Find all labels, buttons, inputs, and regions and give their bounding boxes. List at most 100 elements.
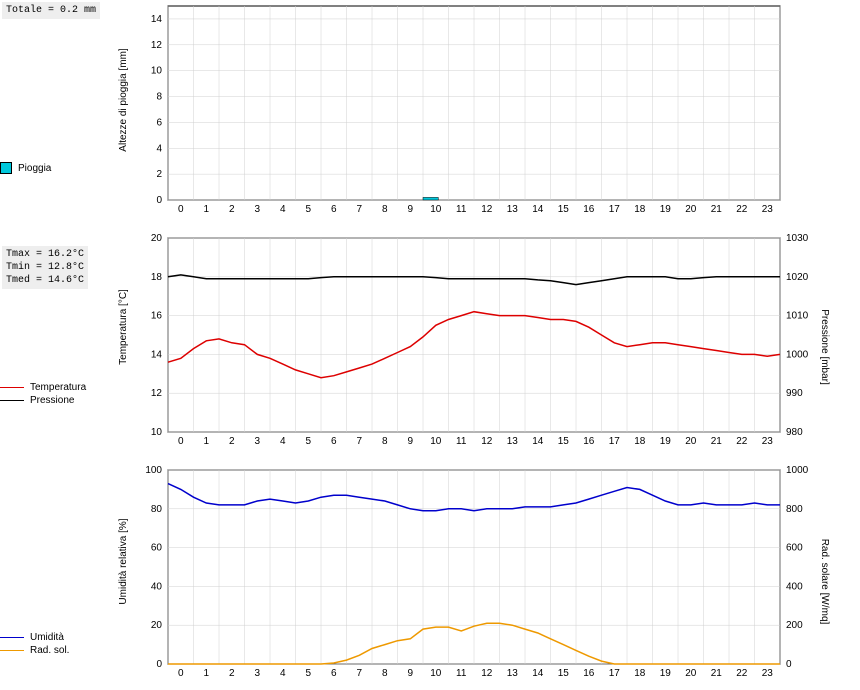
svg-text:10: 10 <box>151 66 163 77</box>
svg-text:9: 9 <box>407 668 413 679</box>
svg-text:6: 6 <box>331 668 337 679</box>
svg-text:22: 22 <box>736 436 748 447</box>
svg-text:990: 990 <box>786 388 803 399</box>
legend-row-umidita: Umidità <box>0 632 69 643</box>
svg-text:0: 0 <box>178 436 184 447</box>
svg-text:5: 5 <box>305 436 311 447</box>
svg-text:1: 1 <box>203 204 209 215</box>
chart2-legend: Temperatura Pressione <box>0 380 86 408</box>
svg-text:22: 22 <box>736 668 748 679</box>
legend-label-pioggia: Pioggia <box>18 163 51 174</box>
svg-text:1010: 1010 <box>786 311 809 322</box>
svg-text:1000: 1000 <box>786 349 809 360</box>
svg-text:0: 0 <box>178 668 184 679</box>
svg-text:17: 17 <box>609 436 621 447</box>
rain-chart: 0123456789101112131415161718192021222302… <box>128 0 828 215</box>
svg-text:14: 14 <box>151 349 163 360</box>
rain-total-info: Totale = 0.2 mm <box>2 2 100 19</box>
svg-text:6: 6 <box>331 436 337 447</box>
svg-text:12: 12 <box>151 40 163 51</box>
svg-text:4: 4 <box>156 143 162 154</box>
svg-text:5: 5 <box>305 204 311 215</box>
svg-text:10: 10 <box>430 204 442 215</box>
temp-ylabel: Temperatura [°C] <box>118 242 129 412</box>
legend-row-radsol: Rad. sol. <box>0 645 69 656</box>
svg-text:20: 20 <box>151 233 163 244</box>
svg-text:23: 23 <box>762 204 774 215</box>
svg-text:14: 14 <box>532 436 544 447</box>
legend-line-umidita <box>0 637 24 638</box>
svg-text:0: 0 <box>786 659 792 670</box>
svg-text:1030: 1030 <box>786 233 809 244</box>
svg-text:6: 6 <box>331 204 337 215</box>
svg-text:20: 20 <box>685 668 697 679</box>
svg-text:1020: 1020 <box>786 272 809 283</box>
svg-text:20: 20 <box>151 620 163 631</box>
svg-text:23: 23 <box>762 668 774 679</box>
svg-text:15: 15 <box>558 668 570 679</box>
svg-text:13: 13 <box>507 436 519 447</box>
pressure-ylabel: Pressione [mbar] <box>819 262 830 432</box>
svg-text:200: 200 <box>786 620 803 631</box>
svg-text:4: 4 <box>280 668 286 679</box>
svg-text:7: 7 <box>356 204 362 215</box>
weather-dashboard: Totale = 0.2 mm Pioggia Tmax = 16.2°C Tm… <box>0 0 860 690</box>
svg-text:18: 18 <box>634 436 646 447</box>
svg-text:18: 18 <box>151 272 163 283</box>
svg-text:16: 16 <box>151 311 163 322</box>
svg-text:8: 8 <box>382 436 388 447</box>
svg-text:19: 19 <box>660 436 672 447</box>
legend-line-pressione <box>0 400 24 401</box>
svg-text:21: 21 <box>711 436 723 447</box>
svg-text:15: 15 <box>558 204 570 215</box>
chart1-legend: Pioggia <box>0 160 51 176</box>
svg-text:1: 1 <box>203 436 209 447</box>
svg-text:8: 8 <box>382 668 388 679</box>
svg-text:13: 13 <box>507 668 519 679</box>
svg-text:3: 3 <box>254 668 260 679</box>
svg-text:1000: 1000 <box>786 465 809 476</box>
temp-stats-info: Tmax = 16.2°C Tmin = 12.8°C Tmed = 14.6°… <box>2 246 88 289</box>
radsol-ylabel: Rad. solare [W/mq] <box>819 494 830 669</box>
svg-text:16: 16 <box>583 668 595 679</box>
svg-text:2: 2 <box>229 668 235 679</box>
svg-text:12: 12 <box>481 204 493 215</box>
svg-text:4: 4 <box>280 204 286 215</box>
humidity-chart-wrap: Umidità relativa [%] Rad. solare [W/mq] … <box>128 464 828 679</box>
legend-label-umidita: Umidità <box>30 632 64 643</box>
svg-text:9: 9 <box>407 436 413 447</box>
svg-text:2: 2 <box>156 169 162 180</box>
svg-text:23: 23 <box>762 436 774 447</box>
svg-text:600: 600 <box>786 543 803 554</box>
svg-text:10: 10 <box>151 427 163 438</box>
temp-pressure-chart: 0123456789101112131415161718192021222310… <box>128 232 828 447</box>
svg-text:3: 3 <box>254 436 260 447</box>
svg-text:4: 4 <box>280 436 286 447</box>
svg-text:3: 3 <box>254 204 260 215</box>
svg-text:800: 800 <box>786 504 803 515</box>
svg-text:21: 21 <box>711 668 723 679</box>
legend-line-temperatura <box>0 387 24 388</box>
svg-text:19: 19 <box>660 204 672 215</box>
svg-text:100: 100 <box>145 465 162 476</box>
svg-text:7: 7 <box>356 436 362 447</box>
legend-label-radsol: Rad. sol. <box>30 645 69 656</box>
svg-text:6: 6 <box>156 117 162 128</box>
svg-text:14: 14 <box>532 204 544 215</box>
svg-text:980: 980 <box>786 427 803 438</box>
svg-text:7: 7 <box>356 668 362 679</box>
svg-text:2: 2 <box>229 204 235 215</box>
rain-chart-wrap: Altezze di pioggia [mm] 0123456789101112… <box>128 0 828 215</box>
svg-text:13: 13 <box>507 204 519 215</box>
svg-text:40: 40 <box>151 581 163 592</box>
svg-text:11: 11 <box>456 204 467 215</box>
svg-text:9: 9 <box>407 204 413 215</box>
svg-text:22: 22 <box>736 204 748 215</box>
svg-text:19: 19 <box>660 668 672 679</box>
svg-text:15: 15 <box>558 436 570 447</box>
svg-text:14: 14 <box>532 668 544 679</box>
legend-swatch-pioggia <box>0 162 12 174</box>
svg-text:21: 21 <box>711 204 723 215</box>
svg-text:12: 12 <box>481 668 493 679</box>
humidity-solar-chart: 0123456789101112131415161718192021222302… <box>128 464 828 679</box>
